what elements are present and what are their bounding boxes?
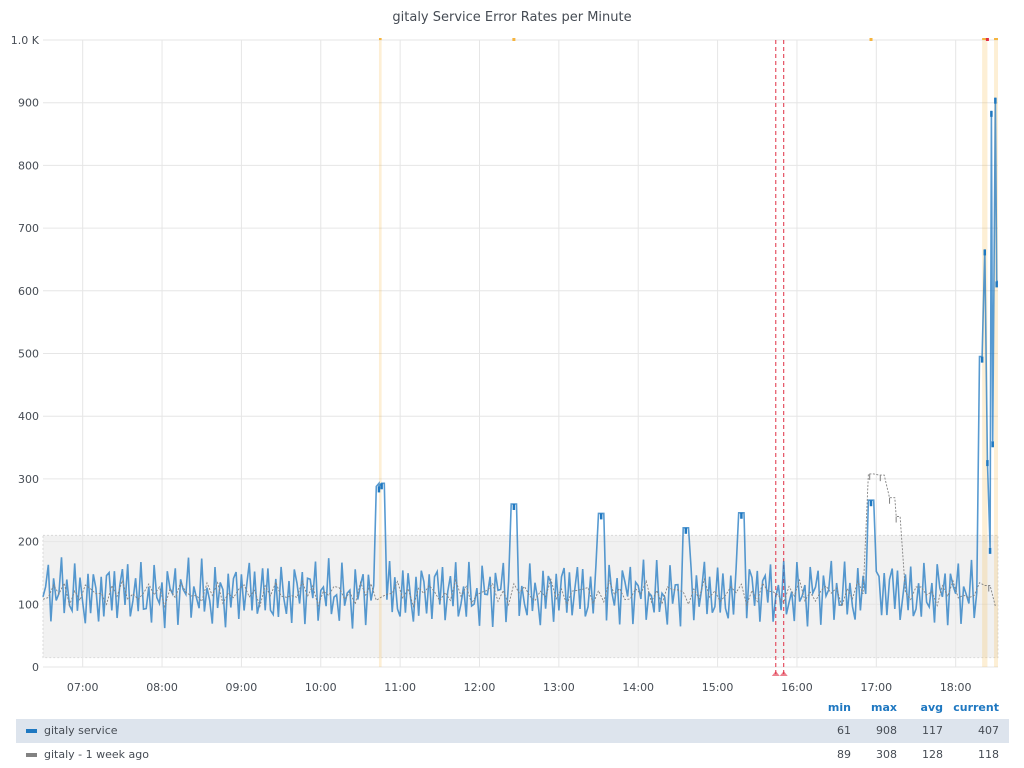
legend-avg-value: 117: [922, 724, 943, 737]
x-tick-label: 11:00: [384, 681, 416, 694]
legend-series-name[interactable]: gitaly service: [44, 724, 118, 737]
x-tick-label: 12:00: [464, 681, 496, 694]
annotation-marker[interactable]: [869, 38, 873, 41]
y-tick-label: 0: [32, 661, 39, 674]
y-tick-label: 100: [18, 598, 39, 611]
annotation-line-marker[interactable]: [779, 671, 788, 676]
x-tick-label: 18:00: [940, 681, 972, 694]
annotation-region[interactable]: [982, 40, 988, 667]
legend-min-value: 89: [837, 748, 851, 761]
legend-max-value: 308: [876, 748, 897, 761]
annotation-marker[interactable]: [985, 38, 989, 41]
x-tick-label: 09:00: [226, 681, 258, 694]
y-tick-label: 700: [18, 222, 39, 235]
legend-avg-value: 128: [922, 748, 943, 761]
annotation-marker[interactable]: [512, 38, 516, 41]
y-tick-label: 600: [18, 285, 39, 298]
legend-header-max[interactable]: max: [871, 701, 897, 714]
y-tick-label: 900: [18, 97, 39, 110]
x-tick-label: 14:00: [622, 681, 654, 694]
chart-plot[interactable]: 0 100 200 300 400 500 600 700 800 900 1.0 K 07:00 08…: [0, 0, 1024, 700]
x-tick-label: 16:00: [781, 681, 813, 694]
x-tick-label: 10:00: [305, 681, 337, 694]
series-color-swatch[interactable]: [26, 729, 37, 733]
legend-header-min[interactable]: min: [827, 701, 851, 714]
annotation-region-marker[interactable]: [982, 38, 988, 40]
legend-item-gitaly-1-week-ago[interactable]: gitaly - 1 week ago 89 308 128 118: [16, 743, 1009, 767]
legend-min-value: 61: [837, 724, 851, 737]
y-tick-label: 200: [18, 536, 39, 549]
legend-item-gitaly-service[interactable]: gitaly service 61 908 117 407: [16, 719, 1009, 743]
chart-title: gitaly Service Error Rates per Minute: [392, 10, 632, 25]
legend-header-current[interactable]: current: [953, 701, 999, 714]
x-tick-label: 15:00: [702, 681, 734, 694]
y-tick-label: 300: [18, 473, 39, 486]
annotation-region[interactable]: [994, 40, 998, 667]
annotation-region-marker[interactable]: [994, 38, 998, 40]
x-tick-label: 08:00: [146, 681, 178, 694]
annotation-region-marker[interactable]: [378, 38, 382, 40]
x-tick-label: 13:00: [543, 681, 575, 694]
y-tick-label: 400: [18, 410, 39, 423]
legend-current-value: 118: [978, 748, 999, 761]
legend-current-value: 407: [978, 724, 999, 737]
y-tick-label: 800: [18, 159, 39, 172]
annotation-region[interactable]: [378, 40, 382, 667]
y-tick-label: 500: [18, 348, 39, 361]
legend-series-name[interactable]: gitaly - 1 week ago: [44, 748, 149, 761]
legend-max-value: 908: [876, 724, 897, 737]
annotation-line-marker[interactable]: [771, 671, 780, 676]
x-tick-label: 17:00: [860, 681, 892, 694]
y-tick-label: 1.0 K: [11, 34, 40, 47]
legend-header: min max avg current: [16, 701, 1009, 717]
legend-header-avg[interactable]: avg: [920, 701, 943, 714]
series-line-gitaly-1-week-ago[interactable]: [42, 473, 996, 609]
x-tick-label: 07:00: [67, 681, 99, 694]
series-color-swatch[interactable]: [26, 753, 37, 757]
